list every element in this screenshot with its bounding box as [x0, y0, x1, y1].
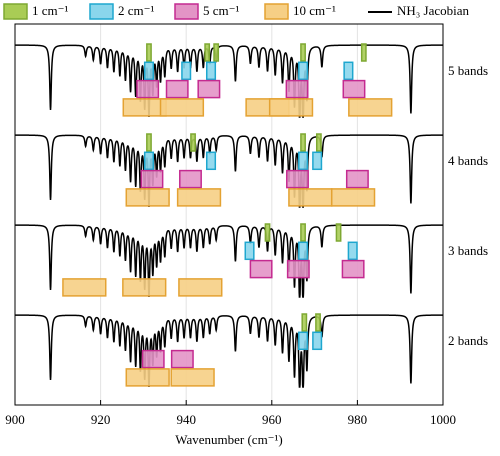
- band-box: [315, 133, 322, 152]
- band-box: [300, 223, 306, 242]
- band-box: [170, 349, 194, 369]
- band-box: [181, 61, 192, 81]
- band-box: [143, 151, 154, 171]
- band-box: [213, 43, 220, 62]
- jacobian-line: [15, 224, 443, 298]
- band-box: [298, 241, 309, 261]
- legend-label: 2 cm⁻¹: [118, 3, 154, 18]
- band-box: [205, 151, 217, 171]
- band-box: [122, 278, 167, 297]
- jacobian-line: [15, 44, 443, 118]
- band-box: [348, 98, 393, 117]
- x-tick-label: 980: [348, 412, 368, 427]
- panel-label: 2 bands: [448, 333, 488, 348]
- band-box: [312, 331, 323, 351]
- legend-swatch: [174, 3, 199, 20]
- band-box: [288, 188, 333, 207]
- band-box: [176, 188, 222, 207]
- band-box: [62, 278, 107, 297]
- band-box: [298, 331, 309, 351]
- band-box: [286, 259, 310, 279]
- band-box: [343, 61, 354, 81]
- band-box: [301, 313, 308, 332]
- x-tick-label: 960: [262, 412, 282, 427]
- band-box: [159, 98, 205, 117]
- band-box: [335, 223, 342, 242]
- band-box: [146, 43, 152, 62]
- band-box: [178, 278, 223, 297]
- band-box: [136, 79, 160, 99]
- legend-label: NH₃ Jacobian: [397, 3, 470, 18]
- legend-label: 5 cm⁻¹: [203, 3, 239, 18]
- band-box: [347, 241, 358, 261]
- x-tick-label: 940: [176, 412, 196, 427]
- band-box: [140, 169, 164, 189]
- band-box: [125, 368, 170, 387]
- legend-swatch: [264, 3, 289, 20]
- band-box: [146, 133, 152, 152]
- band-box: [286, 169, 309, 189]
- band-box: [360, 43, 367, 62]
- legend-label: 1 cm⁻¹: [32, 3, 68, 18]
- legend-swatch: [89, 3, 114, 20]
- band-box: [143, 61, 154, 81]
- band-box: [330, 188, 376, 207]
- band-box: [285, 79, 309, 99]
- band-box: [141, 349, 165, 369]
- band-box: [341, 259, 365, 279]
- band-box: [122, 98, 167, 117]
- band-box: [312, 151, 323, 171]
- panel-label: 4 bands: [448, 153, 488, 168]
- panel-label: 5 bands: [448, 63, 488, 78]
- band-box: [165, 79, 189, 99]
- band-box: [268, 98, 314, 117]
- band-box: [244, 241, 255, 261]
- band-box: [197, 79, 221, 99]
- legend-label: 10 cm⁻¹: [293, 3, 336, 18]
- x-axis-title: Wavenumber (cm⁻¹): [175, 432, 283, 447]
- plot-frame: [14, 23, 444, 406]
- panel-label: 3 bands: [448, 243, 488, 258]
- band-box: [170, 368, 215, 387]
- band-box: [300, 43, 306, 62]
- band-box: [342, 79, 366, 99]
- band-box: [190, 133, 196, 152]
- x-tick-label: 900: [5, 412, 25, 427]
- band-box: [264, 223, 271, 242]
- band-box: [300, 133, 306, 152]
- legend-swatch: [3, 3, 28, 20]
- band-box: [298, 151, 309, 171]
- band-box: [179, 169, 202, 189]
- jacobian-line: [15, 314, 443, 388]
- x-tick-label: 920: [91, 412, 111, 427]
- band-box: [204, 43, 211, 62]
- band-box: [249, 259, 273, 279]
- jacobian-line: [15, 134, 443, 208]
- band-box: [298, 61, 309, 81]
- band-box: [345, 169, 369, 189]
- band-box: [125, 188, 170, 207]
- x-tick-label: 1000: [430, 412, 456, 427]
- band-box: [315, 313, 321, 332]
- band-box: [205, 61, 217, 81]
